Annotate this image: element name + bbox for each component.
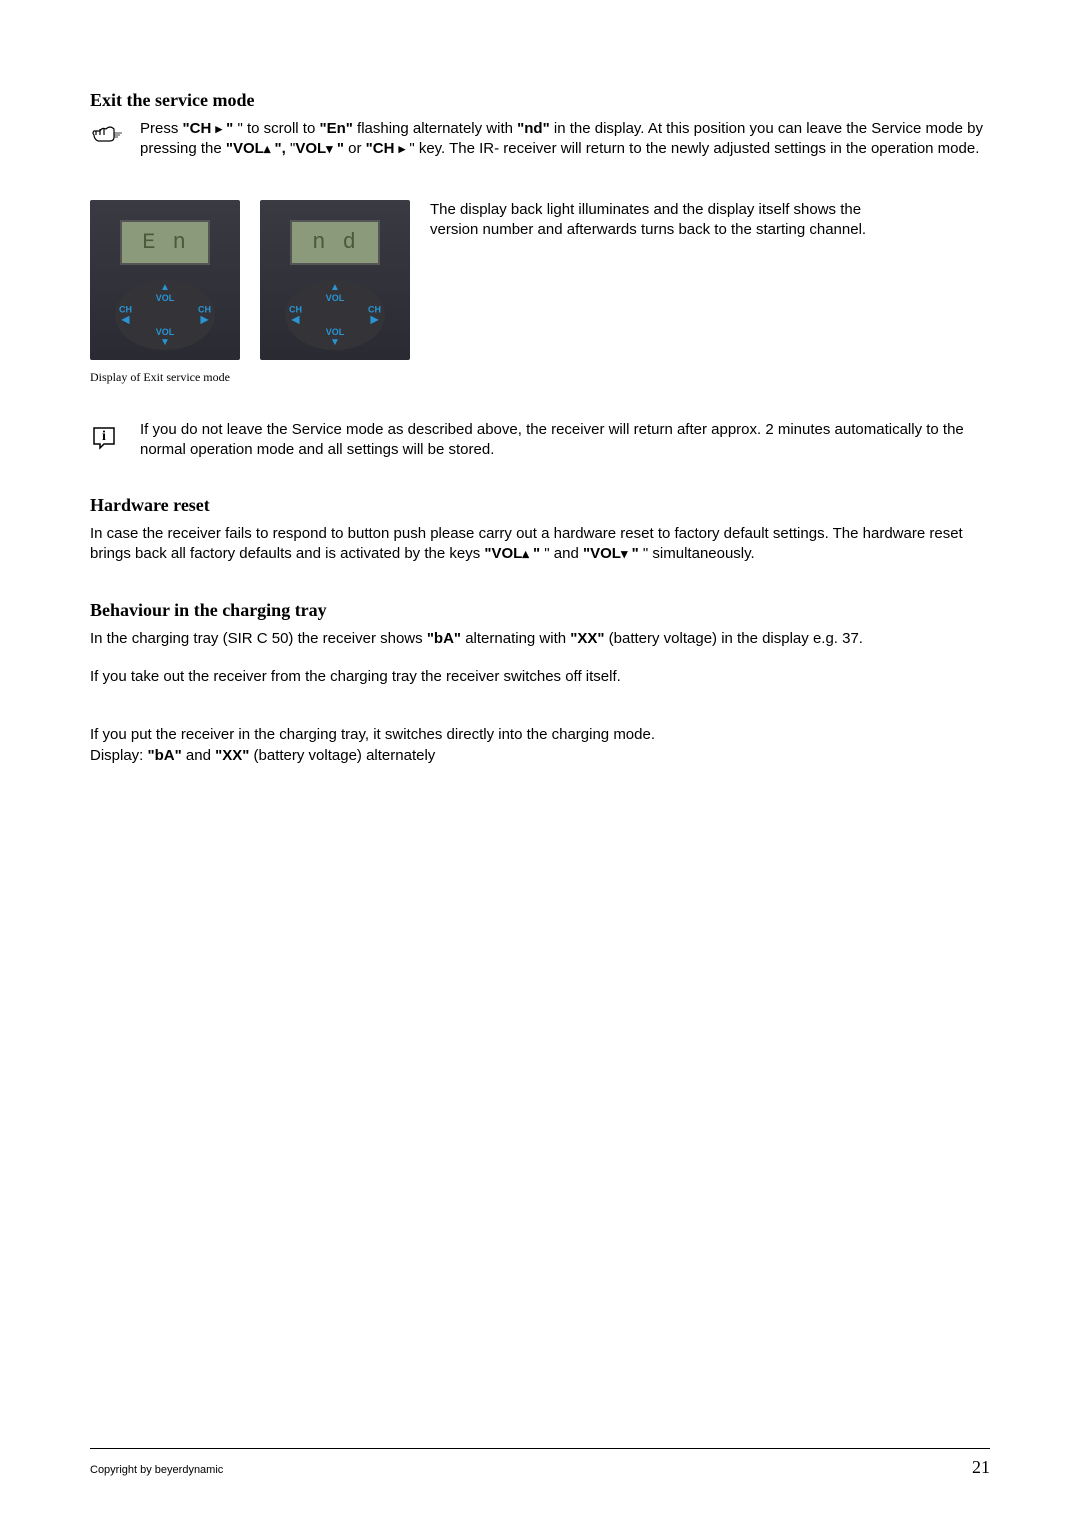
section-title: Hardware reset xyxy=(90,495,990,516)
info-text: If you do not leave the Service mode as … xyxy=(140,420,990,461)
charging-p1: In the charging tray (SIR C 50) the rece… xyxy=(90,629,990,649)
ch-right-key: CH▶ xyxy=(198,304,211,325)
section-title: Exit the service mode xyxy=(90,90,990,111)
text-bold: "VOL xyxy=(583,545,621,562)
vol-down-key: VOL▼ xyxy=(156,327,175,348)
text-bold: "XX" xyxy=(570,630,604,647)
text-bold: ", xyxy=(270,140,290,157)
display-row: E n ▲VOL VOL▼ CH◀ CH▶ n d ▲VOL VOL▼ CH◀ … xyxy=(90,200,990,360)
text-bold: "CH xyxy=(366,140,399,157)
text-bold: " xyxy=(222,120,233,137)
page-footer: Copyright by beyerdynamic 21 xyxy=(90,1448,990,1478)
text-fragment: In the charging tray (SIR C 50) the rece… xyxy=(90,630,427,647)
section-exit-service-mode: Exit the service mode Press "CH " " to s… xyxy=(90,90,990,460)
text-bold: "VOL xyxy=(226,140,264,157)
svg-text:i: i xyxy=(102,429,106,444)
text-fragment: " and xyxy=(540,545,583,562)
lcd-display-1: E n xyxy=(120,220,210,265)
device-image-2: n d ▲VOL VOL▼ CH◀ CH▶ xyxy=(260,200,410,360)
text-bold: "bA" xyxy=(427,630,461,647)
text-bold: " xyxy=(627,545,638,562)
text-bold: "nd" xyxy=(517,120,550,137)
text-bold: "VOL xyxy=(484,545,522,562)
ch-right-key: CH▶ xyxy=(368,304,381,325)
hardware-reset-text: In case the receiver fails to respond to… xyxy=(90,524,990,565)
page-number: 21 xyxy=(972,1457,990,1478)
text-bold: " xyxy=(333,140,344,157)
text-fragment: (battery voltage) alternately xyxy=(249,747,435,764)
text-bold: "CH xyxy=(183,120,216,137)
ch-left-key: CH◀ xyxy=(119,304,132,325)
text-fragment: or xyxy=(344,140,366,157)
display-caption: Display of Exit service mode xyxy=(90,370,990,385)
hand-pointer-icon xyxy=(90,121,130,156)
charging-p3: If you put the receiver in the charging … xyxy=(90,705,990,766)
text-bold: VOL xyxy=(295,140,326,157)
section-title: Behaviour in the charging tray xyxy=(90,600,990,621)
info-icon: i xyxy=(90,420,130,455)
exit-intro-text: Press "CH " " to scroll to "En" flashing… xyxy=(140,119,990,160)
device-image-1: E n ▲VOL VOL▼ CH◀ CH▶ xyxy=(90,200,240,360)
text-bold: "bA" xyxy=(148,747,182,764)
text-fragment: flashing alternately with xyxy=(353,120,517,137)
info-block: i If you do not leave the Service mode a… xyxy=(90,420,990,461)
intro-block: Press "CH " " to scroll to "En" flashing… xyxy=(90,119,990,160)
charging-p2: If you take out the receiver from the ch… xyxy=(90,667,990,687)
keypad: ▲VOL VOL▼ CH◀ CH▶ xyxy=(115,280,215,350)
display-description: The display back light illuminates and t… xyxy=(430,200,910,241)
text-bold: "En" xyxy=(319,120,352,137)
vol-up-key: ▲VOL xyxy=(156,282,175,303)
text-fragment: " simultaneously. xyxy=(639,545,755,562)
text-fragment: alternating with xyxy=(461,630,570,647)
text-fragment: " key. The IR- receiver will return to t… xyxy=(405,140,979,157)
keypad: ▲VOL VOL▼ CH◀ CH▶ xyxy=(285,280,385,350)
text-fragment: Press xyxy=(140,120,183,137)
section-hardware-reset: Hardware reset In case the receiver fail… xyxy=(90,495,990,565)
text-bold: " xyxy=(529,545,540,562)
vol-up-key: ▲VOL xyxy=(326,282,345,303)
section-charging-tray: Behaviour in the charging tray In the ch… xyxy=(90,600,990,766)
ch-left-key: CH◀ xyxy=(289,304,302,325)
vol-down-key: VOL▼ xyxy=(326,327,345,348)
text-bold: "XX" xyxy=(215,747,249,764)
lcd-display-2: n d xyxy=(290,220,380,265)
text-fragment: " to scroll to xyxy=(233,120,319,137)
copyright-text: Copyright by beyerdynamic xyxy=(90,1464,223,1476)
text-fragment: (battery voltage) in the display e.g. 37… xyxy=(605,630,863,647)
text-fragment: and xyxy=(182,747,215,764)
